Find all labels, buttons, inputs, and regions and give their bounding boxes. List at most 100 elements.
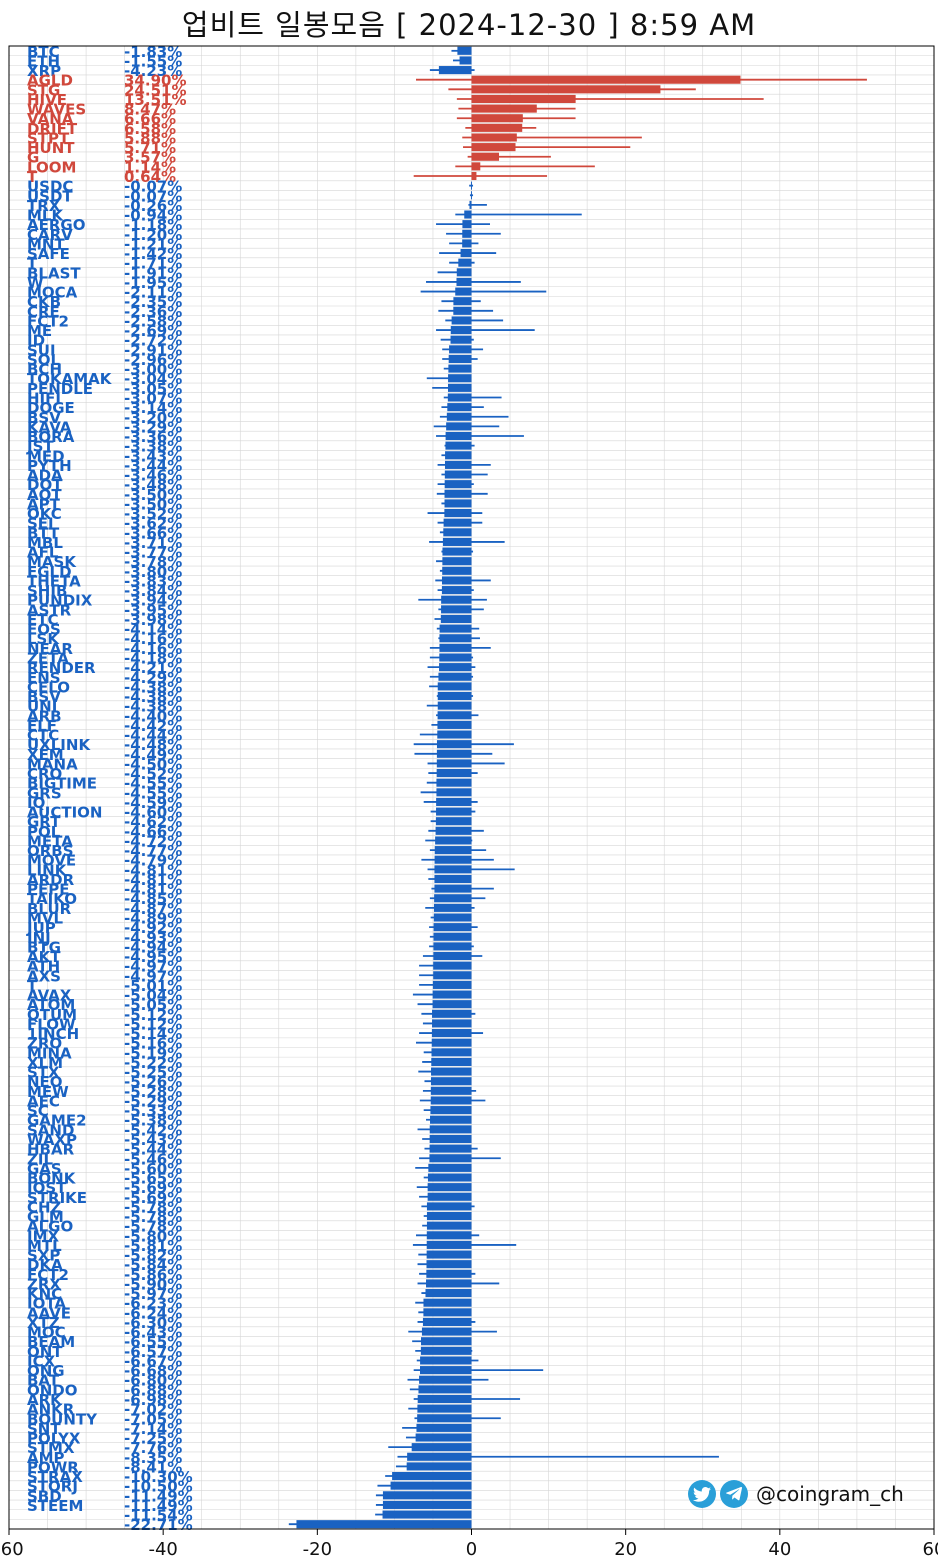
bar [437,730,472,739]
ticker-label: LOOM [27,158,76,176]
value-label: -3.38% [124,438,182,456]
value-label: -6.98% [124,1391,182,1409]
ticker-label: T [27,168,38,186]
ticker-label: PUNDIX [27,592,93,610]
ticker-label: AVAX [27,987,72,1005]
value-label: -3.98% [124,611,182,629]
value-label: -5.78% [124,1208,182,1226]
bar [471,104,537,113]
value-label: -4.18% [124,649,182,667]
twitter-icon[interactable] [688,1480,716,1508]
bar [434,855,472,864]
ticker-label: MOC [27,1324,66,1342]
bar [471,114,523,123]
bar [471,171,477,181]
value-label: -4.16% [124,640,182,658]
value-label: -3.43% [124,447,182,465]
value-label: -11.49% [124,1487,193,1505]
ticker-label: GAME2 [27,1112,87,1130]
bar [415,1433,472,1442]
bar [421,1327,472,1336]
value-label: -3.66% [124,524,182,542]
ticker-label: JUP [26,919,56,937]
ticker-label: ADA [27,467,63,485]
bar [423,1308,472,1317]
ticker-label: MINA [27,1044,72,1062]
bar [435,817,472,826]
bar [471,133,517,142]
value-label: 6.58% [124,120,176,138]
bar [438,66,472,75]
bar [441,586,472,595]
bar [435,836,472,845]
bar [426,1269,472,1278]
ticker-label: BTC [27,43,60,61]
bar [420,1356,472,1365]
watermark-handle: @coingram_ch [756,1482,904,1506]
ticker-label: STEEM [27,1497,83,1515]
bar [448,354,472,364]
bar [439,634,472,643]
value-label: -4.97% [124,967,182,985]
ticker-label: MANA [27,755,78,773]
bar [441,595,472,604]
value-label: -7.05% [124,1410,182,1428]
value-label: 24.51% [124,81,186,99]
value-label: -4.38% [124,688,182,706]
value-label: -4.50% [124,755,182,773]
ticker-label: BCH [27,361,62,379]
bar [435,826,472,835]
ticker-label: SAFE [27,245,70,263]
bar [449,345,472,354]
bar [420,1346,472,1355]
ticker-label: BONK [27,1170,77,1188]
ticker-label: SUI [27,341,56,359]
value-label: -4.23% [124,62,182,80]
ticker-label: PYTH [27,457,72,475]
telegram-icon[interactable] [720,1480,748,1508]
ticker-label: INJ [27,929,51,947]
value-label: -6.55% [124,1333,182,1351]
ticker-label: T [27,255,38,273]
ticker-label: DOT [27,476,63,494]
value-label: -1.95% [124,274,182,292]
bar [434,865,472,874]
ticker-label: ANKR [27,1401,75,1419]
bar [432,980,472,989]
bar [439,624,472,633]
value-label: -3.04% [124,370,182,388]
value-label: -4.16% [124,630,182,648]
ticker-label: MEW [27,1083,69,1101]
value-label: -1.20% [124,226,182,244]
value-label: -5.12% [124,1015,182,1033]
axis-layer: -60 -40 -20 0 20 40 60 [0,45,938,1560]
ticker-label: AERGO [27,216,85,234]
bar [426,1250,472,1259]
value-label: -4.14% [124,621,182,639]
bar [434,884,472,893]
value-label: -3.52% [124,505,182,523]
value-label: -8.41% [124,1458,182,1476]
value-label: -0.07% [124,187,182,205]
bar [443,518,472,527]
value-label: -5.29% [124,1092,182,1110]
ticker-label: XLM [27,1054,63,1072]
value-label: -0.94% [124,207,182,225]
ticker-label: TRX [27,197,61,215]
bar [445,451,472,460]
bar [462,239,472,248]
bar [446,412,472,421]
ticker-label: LINK [27,861,68,879]
value-label: -4.40% [124,707,182,725]
ticker-label: MOCA [27,284,78,302]
value-label: -10.50% [124,1478,193,1496]
value-label: -4.21% [124,659,182,677]
x-tick-label: 0 [466,1539,477,1560]
ticker-label: MLK [27,207,64,225]
bar [432,1019,472,1028]
value-label: 3.57% [124,149,176,167]
ticker-label: ASTR [27,601,72,619]
ticker-label: XTZ [27,1314,60,1332]
value-label: -4.60% [124,804,182,822]
bar [447,383,472,392]
